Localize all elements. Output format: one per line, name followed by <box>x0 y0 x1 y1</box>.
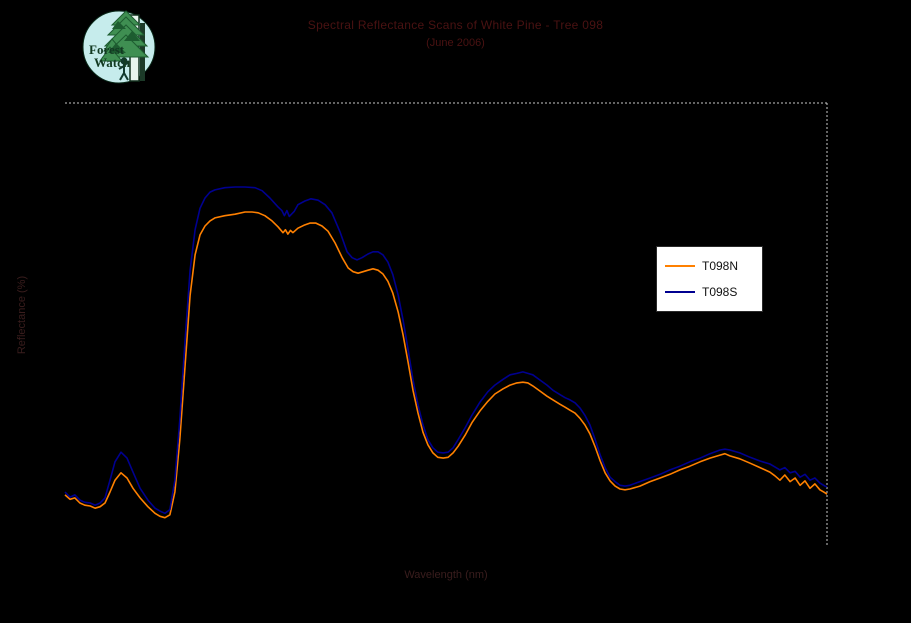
forest-watch-logo-graphic: Forest Watch <box>82 10 156 84</box>
legend-item-t098n: T098N <box>665 259 754 273</box>
legend-line-sample-t098n <box>665 265 695 267</box>
x-axis-label: Wavelength (nm) <box>404 569 488 581</box>
series-line-t098n <box>64 211 828 519</box>
chart-subtitle: (June 2006) <box>426 37 485 49</box>
person-icon <box>118 57 130 81</box>
chart-title: Spectral Reflectance Scans of White Pine… <box>307 18 604 32</box>
forest-watch-logo: Forest Watch <box>82 9 156 86</box>
legend-label-t098n: T098N <box>702 259 739 273</box>
logo-text-forest: Forest <box>89 42 125 57</box>
series-line-t098s <box>64 186 828 515</box>
y-axis-label: Reflectance (%) <box>16 275 28 355</box>
chart-title-block: Spectral Reflectance Scans of White Pine… <box>0 18 911 49</box>
legend-box: T098N T098S <box>656 246 763 312</box>
series-lines <box>64 186 828 519</box>
legend-line-sample-t098s <box>665 291 695 293</box>
legend-label-t098s: T098S <box>702 285 738 299</box>
logo-text-watch: Watch <box>94 55 131 70</box>
legend-item-t098s: T098S <box>665 285 754 299</box>
